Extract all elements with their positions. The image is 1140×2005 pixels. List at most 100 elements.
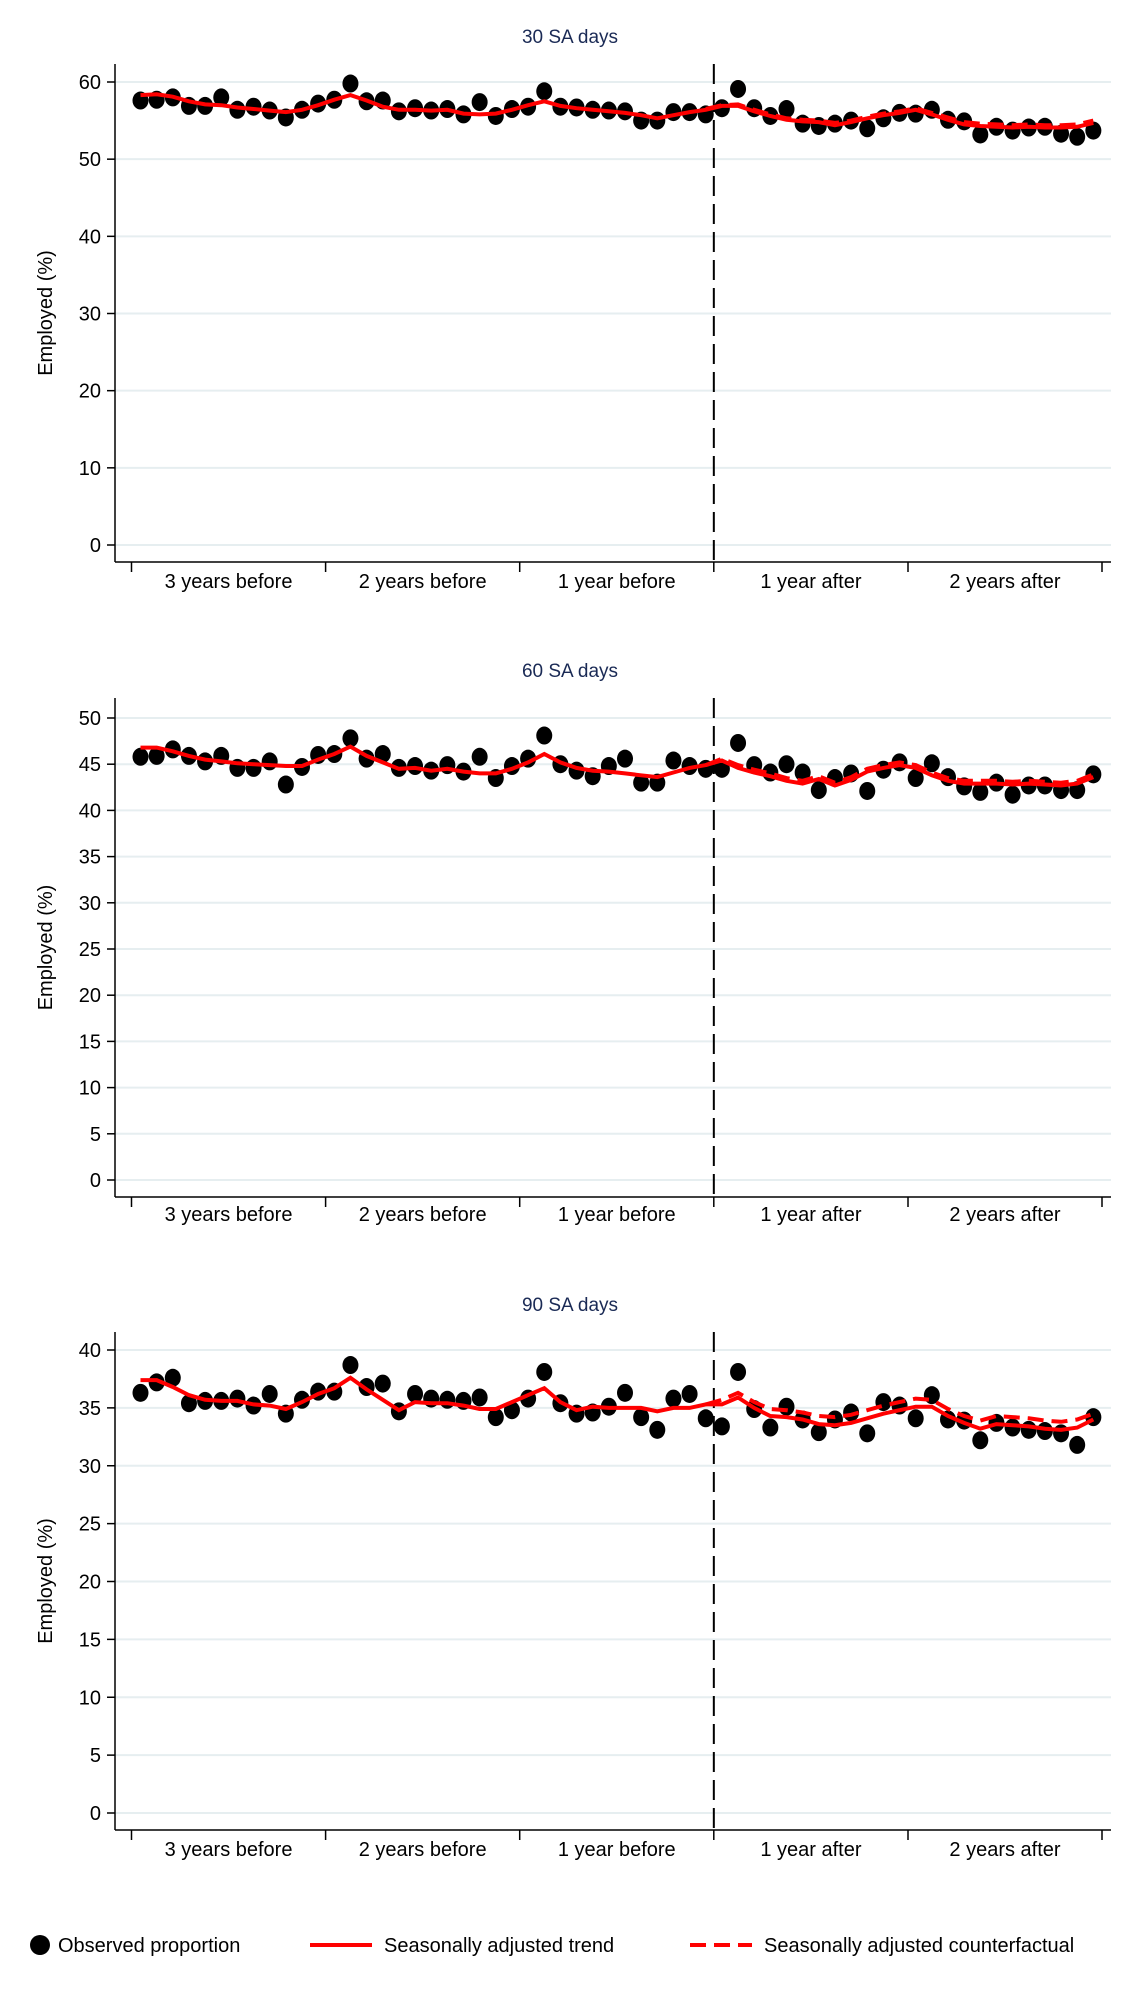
- observed-point: [1085, 121, 1102, 140]
- y-axis-label: Employed (%): [35, 1518, 57, 1644]
- x-tick-label: 2 years before: [359, 1204, 487, 1226]
- observed-point: [1020, 1420, 1037, 1439]
- observed-point: [471, 93, 488, 112]
- y-tick-label: 35: [79, 847, 101, 869]
- y-tick-label: 20: [79, 985, 101, 1007]
- y-tick-label: 40: [79, 1340, 101, 1362]
- observed-point: [794, 114, 811, 133]
- trend-line: [140, 1375, 1095, 1432]
- legend-trend-label: Seasonally adjusted trend: [384, 1935, 614, 1957]
- y-tick-label: 5: [90, 1124, 101, 1146]
- y-tick-label: 0: [90, 1170, 101, 1192]
- panel-title: 30 SA days: [522, 27, 618, 48]
- observed-point: [407, 1384, 424, 1403]
- observed-point: [859, 119, 876, 138]
- y-tick-label: 10: [79, 458, 101, 480]
- observed-point: [907, 769, 924, 788]
- x-tick-label: 3 years before: [165, 1839, 293, 1861]
- observed-point: [778, 755, 795, 774]
- legend-observed-marker: [30, 1935, 50, 1955]
- observed-point: [681, 1384, 698, 1403]
- observed-point: [536, 726, 553, 745]
- observed-point: [697, 1409, 714, 1428]
- observed-point: [439, 1390, 456, 1409]
- observed-point: [633, 1408, 650, 1427]
- counterfactual-line: [705, 756, 1095, 785]
- panel-title: 60 SA days: [522, 661, 618, 682]
- y-tick-label: 30: [79, 1456, 101, 1478]
- observed-point: [1053, 1424, 1070, 1443]
- x-tick-label: 1 year before: [558, 1204, 676, 1226]
- observed-point: [148, 746, 165, 765]
- observed-point: [649, 1420, 666, 1439]
- x-tick-label: 2 years before: [359, 1839, 487, 1861]
- y-tick-label: 50: [79, 149, 101, 171]
- panel-30-sa-days: 30 SA days 0 10 20 30 40 50 60 3 years before 2 y…: [35, 27, 1111, 593]
- observed-point: [132, 1383, 149, 1402]
- legend-observed-label: Observed proportion: [58, 1935, 240, 1957]
- x-tick-label: 1 year before: [558, 571, 676, 593]
- observed-point: [972, 782, 989, 801]
- observed-point: [762, 1418, 779, 1437]
- observed-point: [907, 1409, 924, 1428]
- observed-point: [859, 781, 876, 800]
- x-tick-label: 2 years after: [949, 571, 1061, 593]
- y-tick-label: 0: [90, 535, 101, 557]
- observed-point: [164, 1368, 181, 1387]
- y-tick-label: 15: [79, 1629, 101, 1651]
- y-tick-label: 15: [79, 1031, 101, 1053]
- observed-point: [730, 733, 747, 752]
- observed-point: [229, 1389, 246, 1408]
- observed-point: [859, 1424, 876, 1443]
- observed-point: [342, 1356, 359, 1375]
- panel-title: 90 SA days: [522, 1295, 618, 1316]
- observed-point: [810, 1423, 827, 1442]
- x-tick-label: 1 year before: [558, 1839, 676, 1861]
- counterfactual-line: [705, 1390, 1094, 1424]
- observed-point: [1069, 1435, 1086, 1454]
- observed-point: [536, 82, 553, 101]
- observed-point: [972, 125, 989, 144]
- observed-point: [810, 781, 827, 800]
- y-tick-label: 40: [79, 226, 101, 248]
- y-tick-label: 60: [79, 72, 101, 94]
- y-tick-label: 10: [79, 1078, 101, 1100]
- observed-point: [778, 100, 795, 119]
- observed-point: [180, 1394, 197, 1413]
- observed-point: [487, 1408, 504, 1427]
- y-tick-label: 5: [90, 1745, 101, 1767]
- observed-point: [665, 1389, 682, 1408]
- legend-counterfactual-label: Seasonally adjusted counterfactual: [764, 1935, 1074, 1957]
- y-tick-label: 25: [79, 1514, 101, 1536]
- observed-point: [907, 104, 924, 123]
- y-tick-label: 20: [79, 1572, 101, 1594]
- x-tick-label: 3 years before: [165, 571, 293, 593]
- y-axis-label: Employed (%): [35, 250, 57, 376]
- x-tick-label: 1 year after: [760, 571, 862, 593]
- y-tick-label: 30: [79, 893, 101, 915]
- y-tick-label: 50: [79, 708, 101, 730]
- observed-point: [923, 754, 940, 773]
- y-tick-label: 45: [79, 754, 101, 776]
- observed-point: [277, 775, 294, 794]
- observed-point: [471, 1388, 488, 1407]
- observed-point: [713, 99, 730, 118]
- legend: Observed proportion Seasonally adjusted t…: [30, 1935, 1074, 1957]
- observed-point: [794, 763, 811, 782]
- x-tick-label: 3 years before: [165, 1204, 293, 1226]
- observed-point: [261, 1384, 278, 1403]
- observed-point: [374, 1374, 391, 1393]
- observed-point: [471, 747, 488, 766]
- panel-90-sa-days: 90 SA days 0 5 10 15 20 25 30 35 40 3 years before…: [35, 1295, 1111, 1861]
- observed-point: [972, 1431, 989, 1450]
- observed-point: [342, 74, 359, 93]
- observed-point: [730, 1362, 747, 1381]
- observed-point: [649, 111, 666, 130]
- y-tick-label: 35: [79, 1398, 101, 1420]
- x-tick-label: 1 year after: [760, 1839, 862, 1861]
- x-tick-label: 1 year after: [760, 1204, 862, 1226]
- panel-60-sa-days: 60 SA days 0 5 10 15 20 25 30 35 40 45 50 3 years be…: [35, 661, 1111, 1226]
- trend-line: [140, 744, 1095, 788]
- observed-point: [487, 106, 504, 125]
